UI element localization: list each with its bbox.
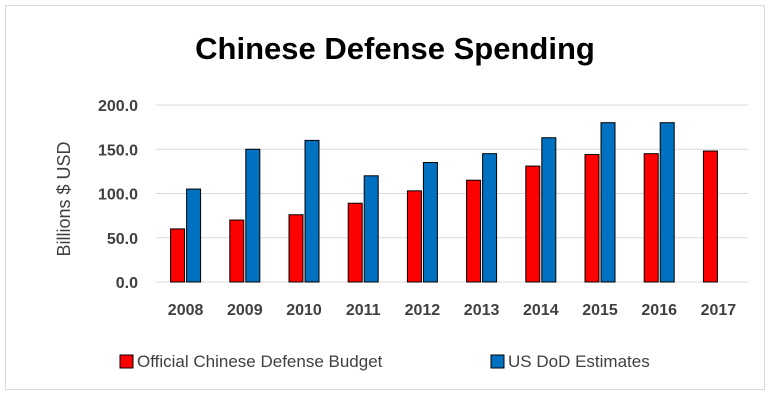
y-axis-label: Billions $ USD bbox=[54, 141, 74, 256]
legend-label: Official Chinese Defense Budget bbox=[137, 352, 383, 371]
gridlines bbox=[156, 104, 748, 283]
bar-dod-2010 bbox=[304, 139, 320, 283]
x-axis-ticks: 2008 2009 2010 2011 2012 2013 2014 2015 2016 2017 bbox=[168, 302, 736, 319]
x-tick-label: 2008 bbox=[168, 302, 204, 319]
x-tick-label: 2010 bbox=[286, 302, 322, 319]
bar-official-2009 bbox=[229, 219, 245, 283]
bar-dod-2008 bbox=[186, 188, 202, 283]
bar-dod-2016 bbox=[659, 122, 675, 283]
y-tick-label: 100.0 bbox=[98, 187, 138, 204]
y-tick-label: 200.0 bbox=[98, 98, 138, 115]
legend-swatch bbox=[490, 354, 505, 369]
legend-label: US DoD Estimates bbox=[508, 352, 650, 371]
y-tick-label: 150.0 bbox=[98, 142, 138, 159]
bar-official-2015 bbox=[584, 154, 600, 283]
bars bbox=[170, 122, 718, 283]
bar-dod-2012 bbox=[422, 162, 438, 283]
bar-official-2008 bbox=[170, 228, 186, 283]
x-tick-label: 2013 bbox=[464, 302, 500, 319]
y-tick-label: 50.0 bbox=[107, 231, 138, 248]
bar-dod-2011 bbox=[363, 175, 379, 283]
y-tick-label: 0.0 bbox=[116, 275, 138, 292]
bar-dod-2014 bbox=[541, 137, 557, 283]
x-tick-label: 2015 bbox=[582, 302, 618, 319]
bar-official-2010 bbox=[288, 214, 304, 283]
x-tick-label: 2011 bbox=[346, 302, 381, 319]
x-tick-label: 2012 bbox=[405, 302, 441, 319]
bar-official-2014 bbox=[525, 165, 541, 283]
chart-title: Chinese Defense Spending bbox=[195, 31, 595, 66]
legend: Official Chinese Defense Budget US DoD Es… bbox=[119, 352, 650, 371]
y-axis-ticks: 0.0 50.0 100.0 150.0 200.0 bbox=[98, 98, 138, 292]
bar-dod-2009 bbox=[245, 148, 261, 283]
bar-dod-2015 bbox=[600, 122, 616, 283]
x-tick-label: 2009 bbox=[227, 302, 263, 319]
chart: Chinese Defense Spending Billions $ USD … bbox=[54, 31, 748, 371]
bar-official-2017 bbox=[702, 150, 718, 283]
chart-frame: Chinese Defense Spending Billions $ USD … bbox=[5, 5, 765, 390]
bar-official-2011 bbox=[347, 202, 363, 283]
x-tick-label: 2017 bbox=[701, 302, 737, 319]
x-tick-label: 2014 bbox=[523, 302, 559, 319]
legend-swatch bbox=[119, 354, 134, 369]
bar-dod-2013 bbox=[482, 153, 498, 283]
bar-official-2012 bbox=[406, 190, 422, 283]
bar-official-2016 bbox=[643, 153, 659, 283]
x-tick-label: 2016 bbox=[641, 302, 677, 319]
bar-official-2013 bbox=[466, 179, 482, 283]
